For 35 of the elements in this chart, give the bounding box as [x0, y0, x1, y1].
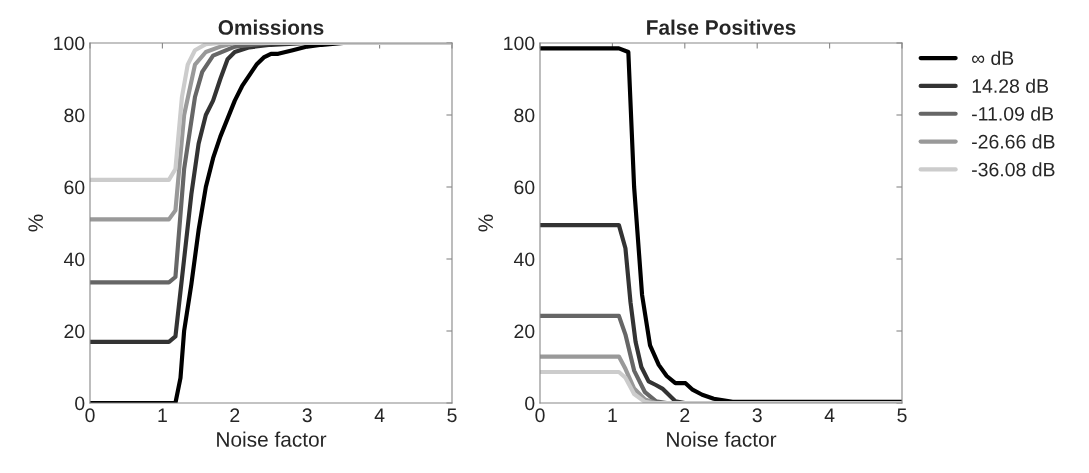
y-tick-label: 80 [514, 108, 535, 123]
y-tick-label: 20 [64, 324, 85, 339]
x-tick-label: 2 [230, 408, 240, 422]
y-tick-label: 100 [54, 36, 85, 51]
legend-label: -36.08 dB [972, 162, 1055, 177]
legend-label: ∞ dB [972, 50, 1014, 66]
y-tick-label: 40 [63, 252, 85, 267]
x-tick-label: 0 [535, 408, 545, 423]
legend-label: 14.28 dB [972, 78, 1049, 93]
y-tick-label: 40 [513, 252, 535, 267]
x-tick-label: 5 [897, 408, 907, 423]
x-tick-label: 4 [824, 408, 835, 422]
y-tick-label: 60 [514, 180, 535, 195]
y-tick-label: 0 [525, 396, 535, 411]
y-axis-title: % [478, 214, 493, 232]
x-axis-title: Noise factor [217, 431, 327, 447]
y-tick-label: 60 [64, 180, 85, 195]
x-tick-label: 3 [752, 408, 762, 423]
x-tick-label: 1 [158, 408, 167, 422]
x-tick-label: 2 [680, 408, 690, 422]
y-tick-label: 80 [64, 108, 85, 123]
y-axis-title: % [28, 214, 43, 232]
legend-label: -11.09 dB [972, 106, 1054, 121]
legend-label: -26.66 dB [972, 134, 1055, 149]
x-tick-label: 4 [374, 408, 385, 422]
x-tick-label: 0 [85, 408, 95, 423]
x-tick-label: 1 [608, 408, 617, 422]
chart-title: False Positives [647, 19, 796, 35]
y-tick-label: 20 [514, 324, 535, 339]
y-tick-label: 0 [75, 396, 85, 411]
x-tick-label: 3 [302, 408, 312, 423]
x-tick-label: 5 [447, 408, 457, 423]
chart-title: Omissions [218, 19, 324, 35]
y-tick-label: 100 [504, 36, 535, 51]
x-axis-title: Noise factor [667, 431, 777, 447]
